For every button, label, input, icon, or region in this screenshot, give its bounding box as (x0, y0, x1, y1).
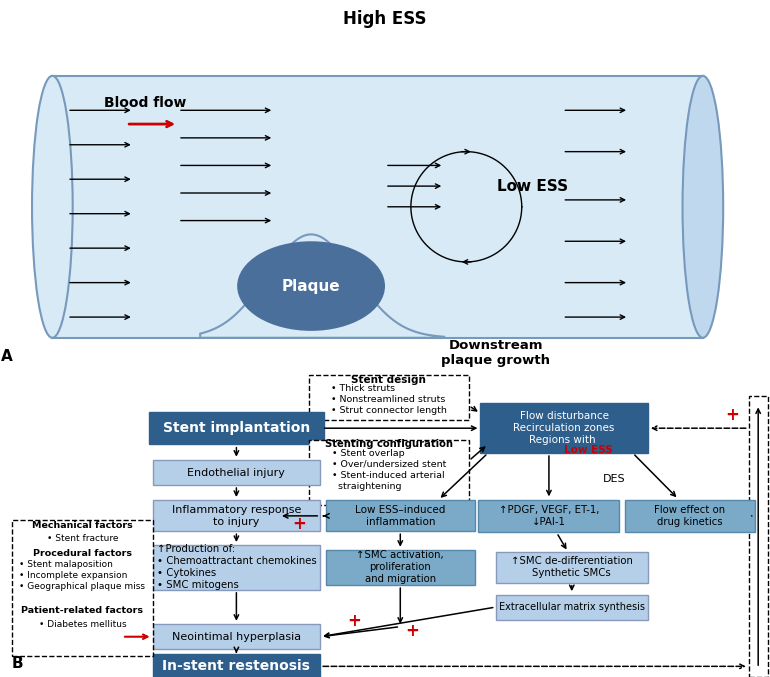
Polygon shape (200, 234, 444, 338)
Text: Low ESS–induced
inflammation: Low ESS–induced inflammation (355, 505, 446, 527)
Text: In-stent restenosis: In-stent restenosis (162, 659, 310, 674)
Text: High ESS: High ESS (343, 10, 427, 28)
Text: DES: DES (602, 473, 625, 483)
FancyBboxPatch shape (309, 440, 469, 505)
Text: +: + (347, 612, 361, 630)
FancyBboxPatch shape (480, 403, 648, 454)
Text: ↑SMC activation,
proliferation
and migration: ↑SMC activation, proliferation and migra… (357, 550, 444, 584)
Text: Low ESS: Low ESS (497, 179, 568, 194)
Text: • Stent malaposition
• Incomplete expansion
• Geographical plaque miss: • Stent malaposition • Incomplete expans… (19, 559, 146, 591)
Text: Stenting configuration: Stenting configuration (325, 439, 453, 450)
Text: Endothelial injury: Endothelial injury (187, 468, 286, 478)
FancyBboxPatch shape (152, 624, 320, 649)
Text: Blood flow: Blood flow (104, 96, 186, 110)
Text: Downstream
plaque growth: Downstream plaque growth (441, 338, 551, 367)
Text: +: + (725, 406, 739, 424)
FancyBboxPatch shape (149, 412, 324, 445)
Text: Stent design: Stent design (351, 374, 427, 385)
FancyBboxPatch shape (478, 500, 619, 532)
Text: • Stent fracture: • Stent fracture (47, 534, 118, 544)
Text: Procedural factors: Procedural factors (33, 549, 132, 559)
Text: Stent implantation: Stent implantation (162, 421, 310, 435)
Text: +: + (292, 515, 306, 533)
FancyBboxPatch shape (309, 375, 469, 420)
FancyBboxPatch shape (625, 500, 755, 532)
Text: Neointimal hyperplasia: Neointimal hyperplasia (172, 632, 301, 642)
Text: Inflammatory response
to injury: Inflammatory response to injury (172, 505, 301, 527)
Text: Patient-related factors: Patient-related factors (22, 606, 143, 615)
FancyBboxPatch shape (52, 76, 703, 338)
Text: Mechanical factors: Mechanical factors (32, 521, 132, 531)
FancyBboxPatch shape (152, 460, 320, 485)
Text: B: B (12, 656, 23, 671)
Text: • Stent overlap
• Over/undersized stent
• Stent-induced arterial
  straightening: • Stent overlap • Over/undersized stent … (332, 449, 446, 491)
Ellipse shape (682, 76, 723, 338)
Text: Flow disturbance
Recirculation zones
Regions with: Flow disturbance Recirculation zones Reg… (514, 411, 615, 445)
FancyBboxPatch shape (12, 520, 153, 656)
Text: A: A (1, 349, 12, 364)
FancyBboxPatch shape (496, 552, 648, 583)
Text: • Diabetes mellitus: • Diabetes mellitus (38, 620, 126, 630)
Text: +: + (405, 621, 419, 640)
FancyBboxPatch shape (152, 500, 320, 531)
Text: • Thick struts
• Nonstreamlined struts
• Strut connector length: • Thick struts • Nonstreamlined struts •… (331, 384, 447, 416)
FancyBboxPatch shape (496, 594, 648, 619)
Text: Flow effect on
drug kinetics: Flow effect on drug kinetics (654, 505, 725, 527)
Text: Extracellular matrix synthesis: Extracellular matrix synthesis (499, 602, 644, 612)
FancyBboxPatch shape (152, 545, 320, 590)
Text: Low ESS: Low ESS (564, 445, 613, 455)
FancyBboxPatch shape (152, 654, 320, 677)
FancyBboxPatch shape (326, 550, 474, 585)
Text: Plaque: Plaque (282, 278, 340, 294)
Ellipse shape (237, 241, 385, 331)
FancyBboxPatch shape (326, 500, 474, 531)
Text: ↑SMC de-differentiation
Synthetic SMCs: ↑SMC de-differentiation Synthetic SMCs (511, 556, 633, 578)
Text: ↑PDGF, VEGF, ET-1,
↓PAI-1: ↑PDGF, VEGF, ET-1, ↓PAI-1 (499, 505, 599, 527)
Text: ↑Production of:
• Chemoattractant chemokines
• Cytokines
• SMC mitogens: ↑Production of: • Chemoattractant chemok… (156, 544, 316, 590)
Ellipse shape (32, 76, 72, 338)
